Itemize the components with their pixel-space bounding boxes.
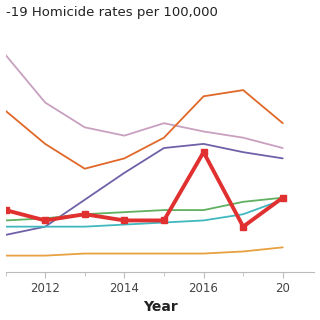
Text: -19 Homicide rates per 100,000: -19 Homicide rates per 100,000 xyxy=(5,5,217,19)
X-axis label: Year: Year xyxy=(143,300,177,315)
